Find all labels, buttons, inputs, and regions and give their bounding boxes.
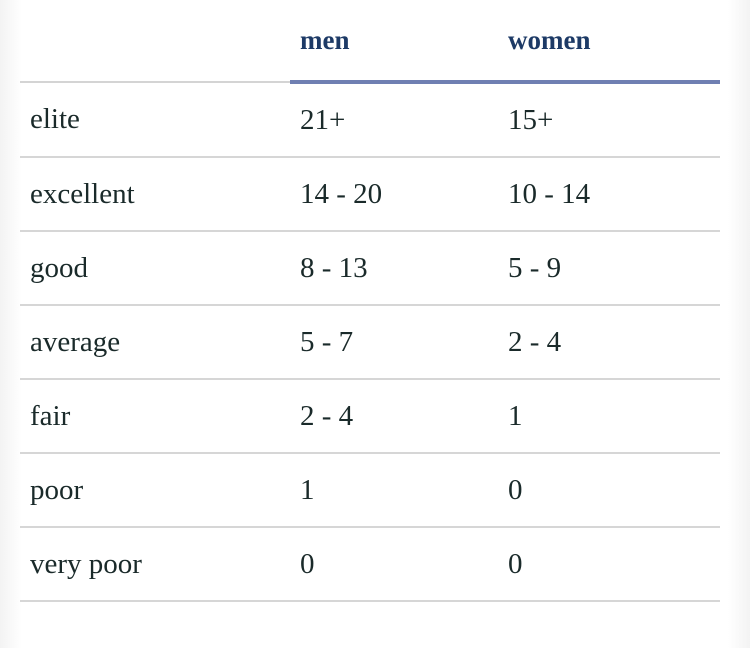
table-row: good 8 - 13 5 - 9 (20, 231, 720, 306)
header-men: men (290, 0, 498, 84)
table-row: poor 1 0 (20, 453, 720, 528)
header-women: women (498, 0, 720, 84)
men-value: 1 (290, 453, 498, 528)
women-value: 5 - 9 (498, 231, 720, 306)
table-row: average 5 - 7 2 - 4 (20, 305, 720, 380)
row-label: poor (20, 453, 290, 528)
table-header-row: men women (20, 0, 720, 84)
row-label: elite (20, 82, 290, 158)
table-row: fair 2 - 4 1 (20, 379, 720, 454)
row-label: excellent (20, 157, 290, 232)
women-value: 2 - 4 (498, 305, 720, 380)
women-value: 15+ (498, 82, 720, 158)
rating-table-container: men women elite 21+ 15+ excellent 14 - 2… (20, 0, 720, 602)
men-value: 0 (290, 527, 498, 602)
rating-table: men women elite 21+ 15+ excellent 14 - 2… (20, 0, 720, 602)
men-value: 8 - 13 (290, 231, 498, 306)
page-edge-left (0, 0, 22, 648)
table-row: very poor 0 0 (20, 527, 720, 602)
row-label: good (20, 231, 290, 306)
row-label: fair (20, 379, 290, 454)
men-value: 21+ (290, 82, 498, 158)
row-label: very poor (20, 527, 290, 602)
women-value: 0 (498, 527, 720, 602)
women-value: 1 (498, 379, 720, 454)
table-row: elite 21+ 15+ (20, 82, 720, 158)
men-value: 2 - 4 (290, 379, 498, 454)
men-value: 5 - 7 (290, 305, 498, 380)
header-blank-cell (20, 0, 290, 83)
women-value: 10 - 14 (498, 157, 720, 232)
table-row: excellent 14 - 20 10 - 14 (20, 157, 720, 232)
men-value: 14 - 20 (290, 157, 498, 232)
page-edge-right (728, 0, 750, 648)
row-label: average (20, 305, 290, 380)
women-value: 0 (498, 453, 720, 528)
